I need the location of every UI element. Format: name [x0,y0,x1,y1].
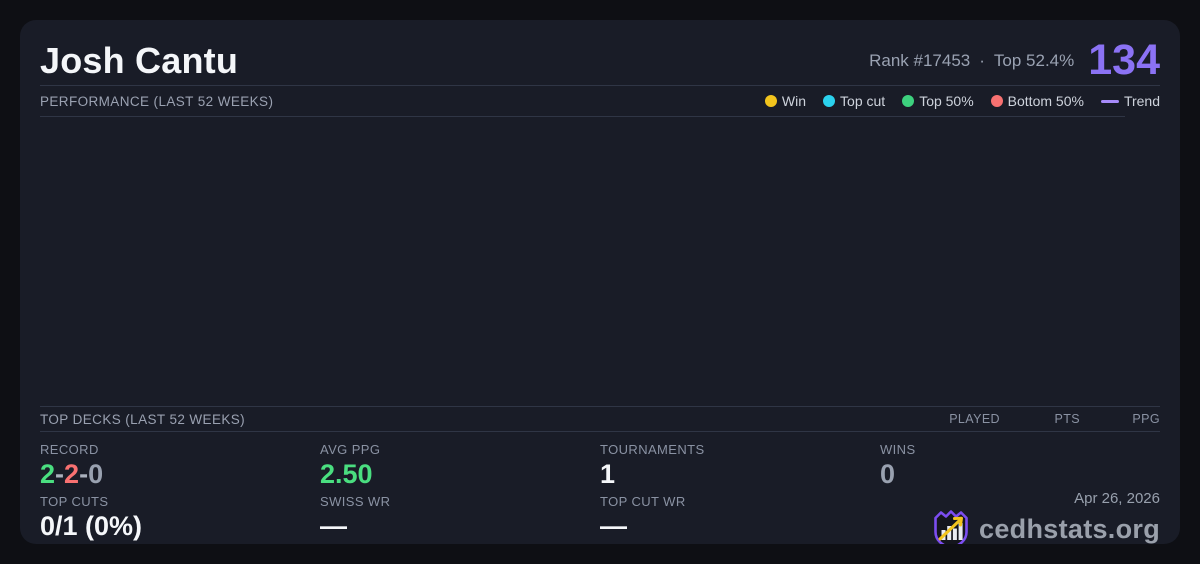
rank-line: Rank #17453 · Top 52.4% [869,51,1074,71]
page-title: Josh Cantu [40,39,239,81]
top-percent-text: Top 52.4% [993,50,1075,70]
legend-label: Top cut [840,93,886,109]
stat-label: TOP CUTS [40,494,109,509]
top-50-dot-icon [902,95,915,107]
legend-label: Top 50% [919,93,974,109]
top-decks-section-title: TOP DECKS (LAST 52 WEEKS) [40,411,246,427]
header-rank-area: Rank #17453 · Top 52.4% 134 [869,39,1160,82]
legend-item-trend: Trend [1100,93,1160,109]
legend-label: Bottom 50% [1007,93,1084,109]
trend-line-icon [1100,99,1119,103]
player-score: 134 [1088,36,1160,84]
bottom-50-dot-icon [990,95,1003,107]
stat-label: TOURNAMENTS [600,442,705,457]
date-generated: Apr 26, 2026 [1074,490,1160,507]
cedhstats-shield-logo-icon [934,510,968,544]
top-decks-column-headers: PLAYED PTS PPG [920,412,1160,426]
stats-grid: RECORD 2-2-0 AVG PPG 2.50 TOURNAMENTS 1 … [40,432,1160,544]
performance-header-row: PERFORMANCE (LAST 52 WEEKS) Win Top cut … [40,86,1160,116]
stat-top-cuts: TOP CUTS 0/1 (0%) [40,484,320,544]
record-dash: - [55,459,65,489]
column-header-pts: PTS [1054,412,1080,426]
column-header-ppg: PPG [1132,412,1160,426]
stat-label: WINS [880,442,916,457]
chart-legend: Win Top cut Top 50% Bottom 50% Trend [764,93,1160,109]
performance-chart-plot-area [40,117,1160,407]
brand-row: cedhstats.org [931,509,1160,544]
brand-name: cedhstats.org [979,513,1160,544]
legend-label: Win [781,93,807,109]
card-header: Josh Cantu Rank #17453 · Top 52.4% 134 [40,20,1160,86]
stat-avg-ppg: AVG PPG 2.50 [320,432,600,488]
stat-swiss-wr: SWISS WR — [320,484,600,544]
stat-wins: WINS 0 [880,432,1160,488]
card-footer: Apr 26, 2026 cedhstats.org [880,484,1160,544]
top-cut-dot-icon [823,95,836,107]
stat-record: RECORD 2-2-0 [40,432,320,488]
legend-item-top-50: Top 50% [902,93,974,109]
stat-tournaments: TOURNAMENTS 1 [600,432,880,488]
column-header-played: PLAYED [949,412,1000,426]
record-losses: 2 [64,459,80,489]
top-cuts-value: 0/1 (0%) [40,511,143,541]
stat-top-cut-wr: TOP CUT WR — [600,484,880,544]
record-draws: 0 [88,459,104,489]
stat-label: AVG PPG [320,442,381,457]
top-decks-header-row: TOP DECKS (LAST 52 WEEKS) PLAYED PTS PPG [40,407,1160,432]
performance-section-title: PERFORMANCE (LAST 52 WEEKS) [40,93,274,109]
legend-divider [40,116,1125,117]
stat-label: SWISS WR [320,494,391,509]
player-stats-card: Josh Cantu Rank #17453 · Top 52.4% 134 P… [20,20,1180,544]
legend-label: Trend [1123,93,1160,109]
wins-value: 0 [880,459,896,489]
swiss-wr-value: — [320,511,347,541]
top-cut-wr-value: — [600,511,627,541]
avg-ppg-value: 2.50 [320,459,373,489]
tournaments-value: 1 [600,459,616,489]
rank-separator-dot: · [979,50,985,70]
win-dot-icon [764,95,777,107]
record-wins: 2 [40,459,56,489]
record-dash: - [79,459,89,489]
legend-item-top-cut: Top cut [823,93,885,109]
legend-item-bottom-50: Bottom 50% [990,93,1084,109]
stat-label: TOP CUT WR [600,494,686,509]
legend-item-win: Win [764,93,807,109]
record-value: 2-2-0 [40,460,320,488]
stat-label: RECORD [40,442,99,457]
rank-text: Rank #17453 [869,50,971,70]
